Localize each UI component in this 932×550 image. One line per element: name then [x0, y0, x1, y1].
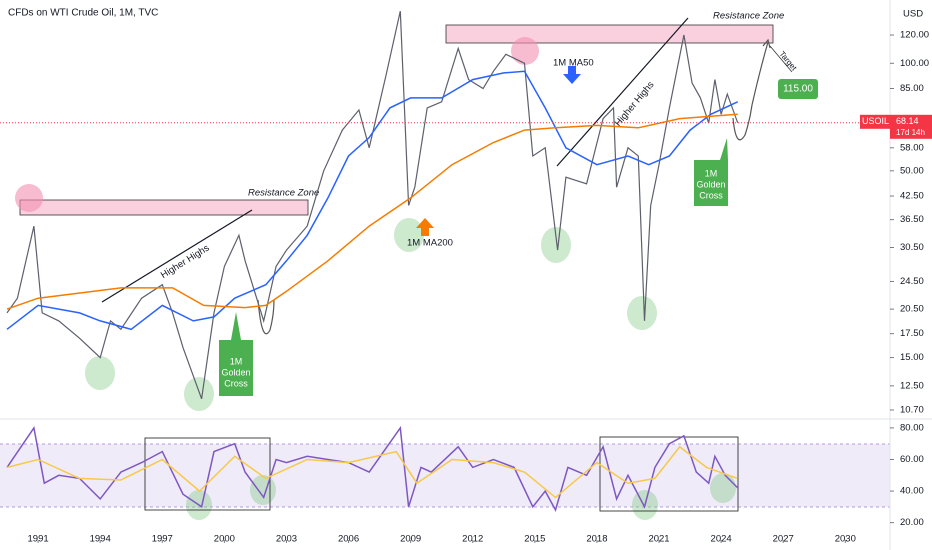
- y-tick-label: 58.00: [900, 142, 924, 153]
- series-line: [6, 113, 738, 310]
- ma200-arrow: [416, 218, 434, 236]
- x-tick-label: 2003: [276, 534, 297, 545]
- x-tick-label: 2021: [648, 534, 669, 545]
- ma50-arrow: [563, 66, 581, 84]
- price-label: 68.14: [896, 116, 919, 126]
- price-symbol: USOIL: [862, 116, 889, 126]
- target-connector: [769, 45, 793, 73]
- price-countdown: 17d 14h: [896, 128, 925, 137]
- x-tick-label: 2009: [400, 534, 421, 545]
- y-tick-label: 60.00: [900, 454, 924, 465]
- bottom-curve: [257, 299, 275, 335]
- rsi-box: [144, 437, 271, 511]
- annotation: Cross: [699, 190, 723, 200]
- series-line: [6, 425, 739, 512]
- y-unit: USD: [903, 9, 923, 20]
- bottom-circle: [627, 296, 657, 330]
- bottom-circle: [85, 356, 115, 390]
- y-tick-label: 36.50: [900, 214, 924, 225]
- price-tag: [860, 114, 890, 129]
- golden-cross-label: [694, 138, 728, 206]
- y-tick-label: 15.00: [900, 352, 924, 363]
- bottom-circle: [184, 377, 214, 411]
- x-tick-label: 2000: [214, 534, 235, 545]
- y-tick-label: 17.50: [900, 328, 924, 339]
- x-tick-label: 2018: [586, 534, 607, 545]
- annotation: 1M: [230, 356, 243, 366]
- y-tick-label: 85.00: [900, 83, 924, 94]
- annotation: Resistance Zone: [248, 188, 319, 199]
- chart-title: CFDs on WTI Crude Oil, 1M, TVC: [8, 8, 158, 19]
- y-tick-label: 42.50: [900, 191, 924, 202]
- y-tick-label: 20.00: [900, 517, 924, 528]
- annotation: 1M: [705, 168, 718, 178]
- x-tick-label: 2027: [773, 534, 794, 545]
- y-tick-label: 80.00: [900, 422, 924, 433]
- top-circle: [15, 184, 43, 212]
- y-tick-label: 120.00: [900, 30, 929, 41]
- rsi-box: [599, 436, 739, 512]
- golden-cross-label: [219, 312, 253, 396]
- x-tick-label: 2024: [711, 534, 732, 545]
- x-tick-label: 2015: [524, 534, 545, 545]
- x-tick-label: 2012: [462, 534, 483, 545]
- y-tick-label: 30.50: [900, 242, 924, 253]
- x-tick-label: 2006: [338, 534, 359, 545]
- y-tick-label: 24.50: [900, 276, 924, 287]
- y-tick-label: 100.00: [900, 58, 929, 69]
- bottom-circle: [710, 473, 736, 503]
- y-tick-label: 40.00: [900, 486, 924, 497]
- x-tick-label: 1997: [152, 534, 173, 545]
- trend-line: [556, 17, 689, 167]
- x-tick-label: 2030: [835, 534, 856, 545]
- projection-head: [762, 38, 771, 49]
- series-line: [6, 445, 738, 499]
- bottom-circle: [541, 227, 571, 263]
- target-label-box: [778, 79, 818, 99]
- annotation: Golden: [696, 179, 725, 189]
- annotation: Golden: [221, 367, 250, 377]
- annotation: Resistance Zone: [713, 11, 784, 22]
- annotation: 1M MA200: [407, 238, 453, 249]
- bottom-circle: [250, 475, 276, 505]
- annotation: 1M MA50: [553, 58, 594, 69]
- y-tick-label: 20.50: [900, 304, 924, 315]
- y-tick-label: 10.70: [900, 404, 924, 415]
- series-line: [6, 70, 739, 331]
- resistance-zone: [445, 24, 774, 44]
- bottom-circle: [394, 218, 424, 252]
- x-tick-label: 1994: [90, 534, 111, 545]
- top-circle: [511, 37, 539, 65]
- projection: [751, 41, 769, 106]
- resistance-zone: [19, 199, 309, 216]
- y-tick-label: 12.50: [900, 380, 924, 391]
- trend-line: [101, 209, 253, 303]
- annotation: Cross: [224, 378, 248, 388]
- price-tag: [890, 114, 932, 139]
- series-line: [6, 10, 739, 400]
- target-label: 115.00: [783, 84, 813, 95]
- bottom-curve: [732, 104, 753, 141]
- rsi-band: [0, 444, 890, 507]
- x-tick-label: 1991: [28, 534, 49, 545]
- y-tick-label: 50.00: [900, 165, 924, 176]
